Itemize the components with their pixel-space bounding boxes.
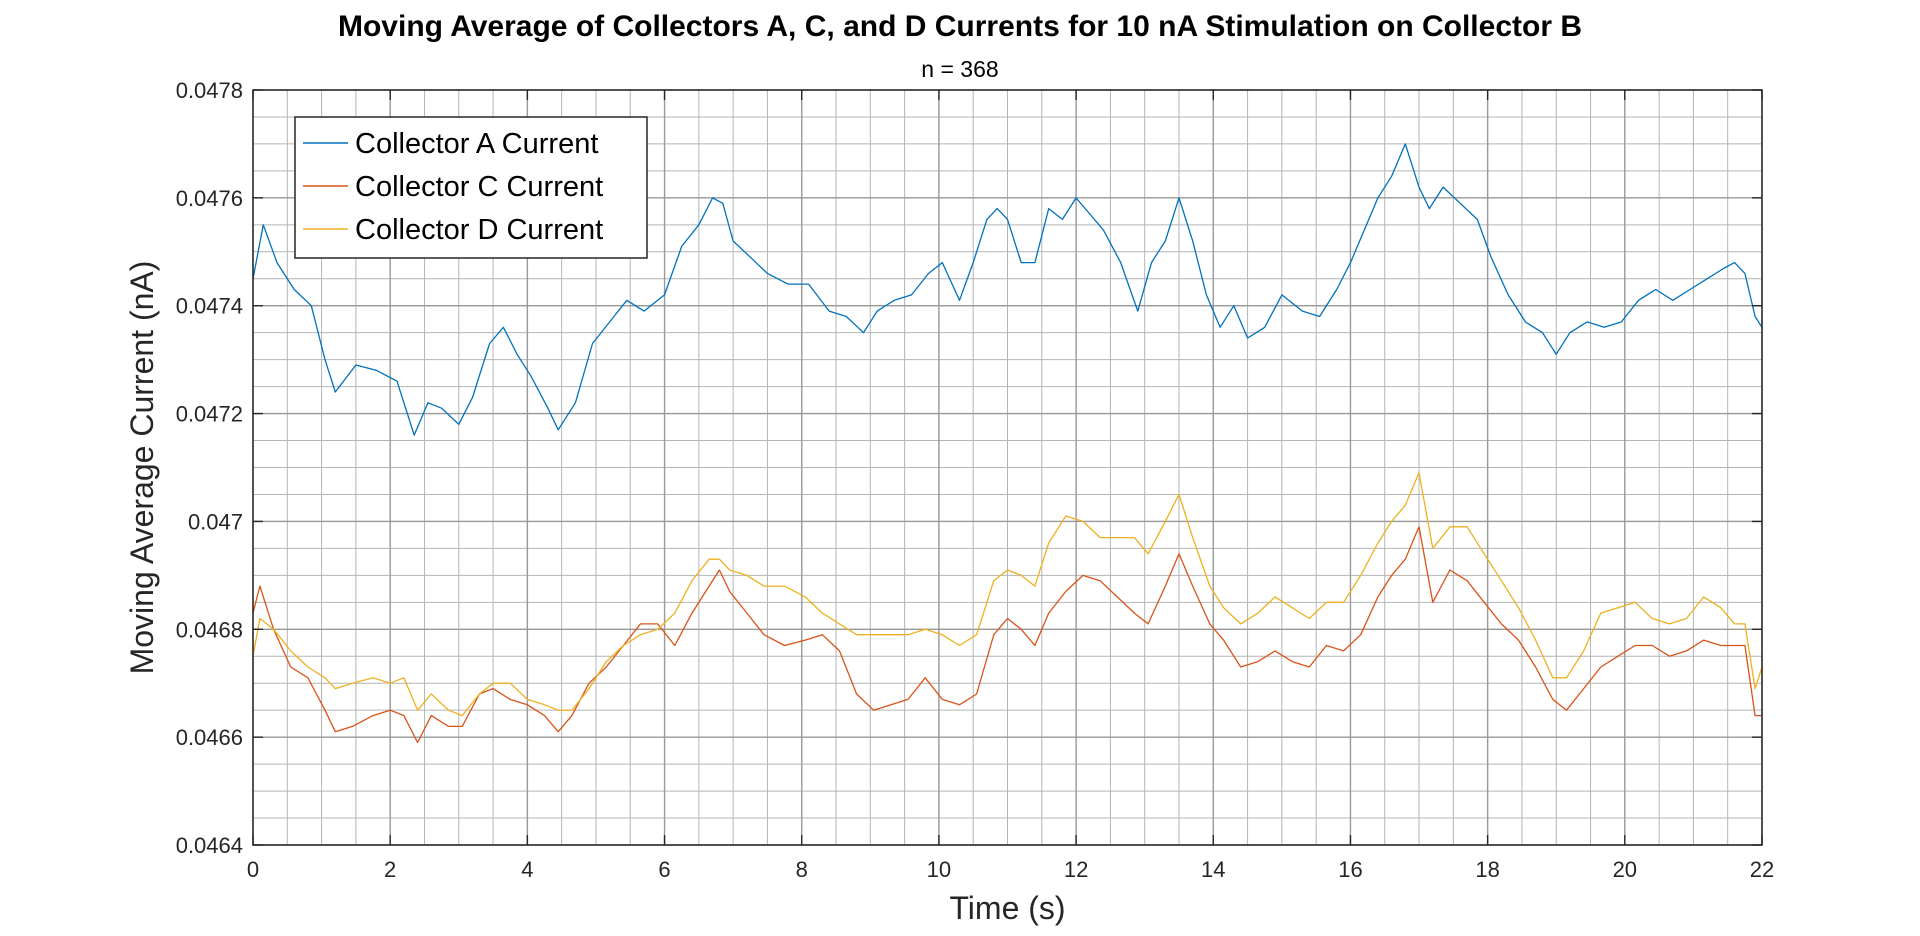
legend-label: Collector C Current [355, 171, 603, 203]
x-tick-label: 18 [1475, 857, 1499, 882]
y-tick-label: 0.0468 [176, 617, 243, 642]
x-tick-label: 2 [384, 857, 396, 882]
legend-label: Collector D Current [355, 214, 603, 246]
x-tick-label: 12 [1064, 857, 1088, 882]
legend-label: Collector A Current [355, 128, 598, 160]
y-axis-ticks: 0.0464 0.0466 0.0468 0.047 0.0472 0.0474 0.047… [176, 78, 1762, 858]
x-tick-label: 20 [1613, 857, 1637, 882]
plot-area-border [252, 89, 1763, 846]
x-tick-label: 14 [1201, 857, 1225, 882]
chart-subtitle: n = 368 [921, 56, 999, 82]
y-tick-label: 0.0472 [176, 402, 243, 427]
legend: Collector A Current Collector C Current Co… [294, 116, 648, 259]
y-tick-label: 0.0466 [176, 725, 243, 750]
x-tick-label: 0 [247, 857, 259, 882]
x-tick-label: 10 [927, 857, 951, 882]
x-axis-label: Time (s) [949, 890, 1065, 926]
x-tick-label: 4 [521, 857, 533, 882]
y-tick-label: 0.0476 [176, 186, 243, 211]
y-tick-label: 0.0464 [176, 833, 243, 858]
series-line-collector-c-current [252, 526, 1762, 744]
series-line-collector-d-current [252, 472, 1763, 717]
chart-title: Moving Average of Collectors A, C, and D… [337, 10, 1583, 43]
y-tick-label: 0.047 [188, 509, 243, 534]
y-tick-label: 0.0478 [176, 78, 243, 103]
legend-box [294, 116, 648, 259]
x-tick-label: 16 [1338, 857, 1362, 882]
x-tick-label: 8 [796, 857, 808, 882]
x-axis-ticks: 0 2 4 6 8 10 12 14 16 18 20 22 [247, 90, 1774, 882]
x-tick-label: 22 [1750, 857, 1774, 882]
series-layer [252, 143, 1763, 744]
series-line-collector-a-current [252, 143, 1763, 436]
y-tick-label: 0.0474 [176, 294, 243, 319]
y-axis-label: Moving Average Current (nA) [124, 261, 160, 675]
x-tick-label: 6 [658, 857, 670, 882]
